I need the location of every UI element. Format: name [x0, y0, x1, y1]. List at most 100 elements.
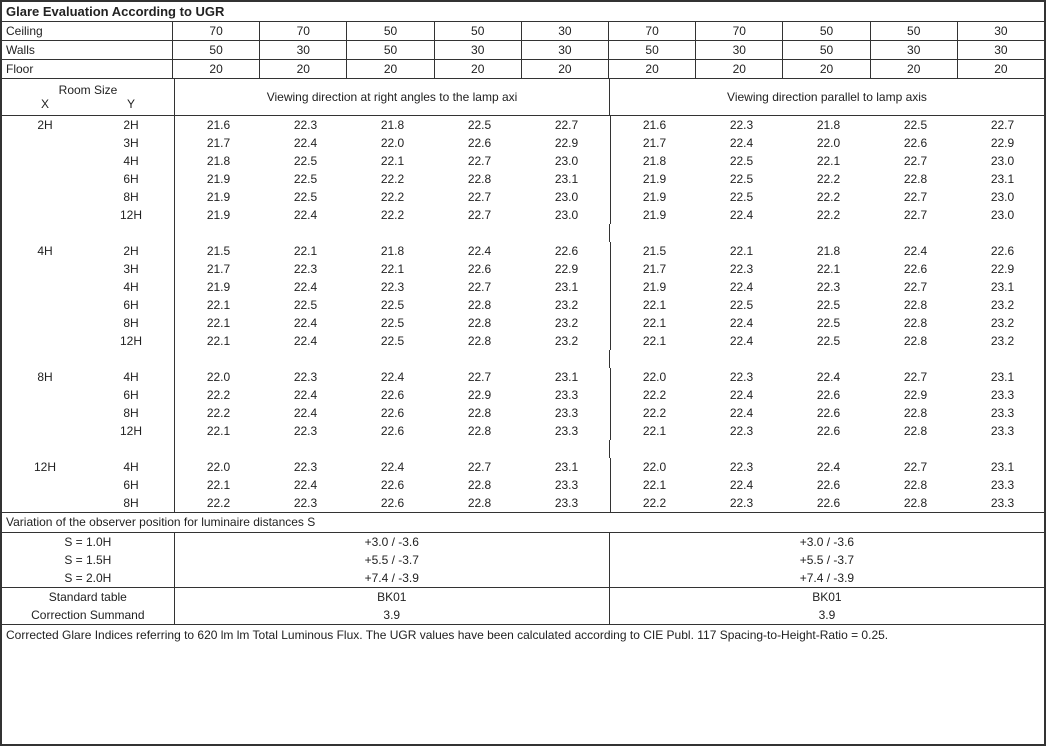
x-cell: [2, 314, 88, 332]
header-cell: 50: [783, 22, 870, 40]
x-cell: 4H: [2, 242, 88, 260]
header-cell: 50: [871, 22, 958, 40]
value-cell: 22.5: [785, 296, 872, 314]
header-cell: 20: [347, 60, 434, 78]
header-set: 5030503030: [609, 41, 1044, 59]
value-cell: 22.8: [872, 422, 959, 440]
value-cell: 22.7: [436, 206, 523, 224]
header-cell: 70: [260, 22, 347, 40]
value-cell: 22.5: [872, 116, 959, 134]
value-cell: 22.2: [611, 386, 698, 404]
value-half: [175, 350, 610, 368]
header-cell: 30: [522, 41, 608, 59]
data-row: 6H22.122.422.622.823.322.122.422.622.823…: [2, 476, 1044, 494]
value-half: 21.922.422.222.723.0: [611, 206, 1046, 224]
value-half: 22.122.422.622.823.3: [175, 476, 611, 494]
data-row: 12H21.922.422.222.723.021.922.422.222.72…: [2, 206, 1044, 224]
value-half: [610, 350, 1044, 368]
value-cell: 22.5: [262, 170, 349, 188]
xy-block: 8H: [2, 404, 175, 422]
y-cell: 6H: [88, 296, 174, 314]
value-cell: 22.3: [698, 422, 785, 440]
data-row: 6H22.222.422.622.923.322.222.422.622.923…: [2, 386, 1044, 404]
header-label: Walls: [2, 41, 173, 59]
header-cell: 20: [871, 60, 958, 78]
value-cell: 23.2: [523, 332, 610, 350]
value-cell: 21.9: [175, 188, 262, 206]
value-cell: 23.2: [959, 314, 1046, 332]
data-row: 4H21.922.422.322.723.121.922.422.322.723…: [2, 278, 1044, 296]
value-half: 22.022.322.422.723.1: [175, 368, 611, 386]
value-cell: 22.5: [698, 296, 785, 314]
value-half: 22.122.522.522.823.2: [611, 296, 1046, 314]
value-cell: 22.4: [785, 458, 872, 476]
value-cell: 22.3: [262, 458, 349, 476]
x-cell: [2, 386, 88, 404]
value-cell: 21.8: [349, 116, 436, 134]
value-half: 21.622.321.822.522.7: [175, 116, 611, 134]
value-cell: 22.9: [872, 386, 959, 404]
value-cell: 22.6: [349, 476, 436, 494]
value-cell: 22.5: [262, 188, 349, 206]
value-half: 22.122.422.622.823.3: [611, 476, 1046, 494]
value-cell: 22.4: [698, 332, 785, 350]
variation-heading: Variation of the observer position for l…: [2, 513, 1044, 533]
value-cell: 21.9: [611, 188, 698, 206]
header-label: Floor: [2, 60, 173, 78]
value-cell: 23.1: [959, 170, 1046, 188]
data-row: 12H22.122.422.522.823.222.122.422.522.82…: [2, 332, 1044, 350]
value-cell: 22.7: [436, 152, 523, 170]
xy-block: 3H: [2, 134, 175, 152]
value-cell: 22.7: [436, 188, 523, 206]
header-cell: 20: [522, 60, 608, 78]
value-half: [175, 224, 610, 242]
value-cell: 22.8: [872, 296, 959, 314]
value-cell: 22.5: [698, 152, 785, 170]
header-set: 2020202020: [609, 60, 1044, 78]
header-cell: 30: [696, 41, 783, 59]
value-half: 21.522.121.822.422.6: [175, 242, 611, 260]
value-cell: 22.8: [436, 314, 523, 332]
value-cell: 22.6: [349, 494, 436, 512]
value-half: 22.022.322.422.723.1: [611, 458, 1046, 476]
value-cell: 23.3: [523, 404, 610, 422]
value-cell: 23.3: [959, 422, 1046, 440]
y-cell: 8H: [88, 188, 174, 206]
value-cell: 22.4: [262, 314, 349, 332]
x-cell: [2, 188, 88, 206]
value-cell: 23.3: [959, 386, 1046, 404]
value-cell: 22.4: [698, 314, 785, 332]
value-cell: 22.4: [262, 476, 349, 494]
value-cell: 23.2: [959, 332, 1046, 350]
x-cell: 2H: [2, 116, 88, 134]
value-half: 21.622.321.822.522.7: [611, 116, 1046, 134]
data-row: 3H21.722.322.122.622.921.722.322.122.622…: [2, 260, 1044, 278]
table-title: Glare Evaluation According to UGR: [2, 2, 1044, 22]
value-cell: 23.1: [523, 368, 610, 386]
value-cell: 21.9: [611, 170, 698, 188]
data-row: 8H22.122.422.522.823.222.122.422.522.823…: [2, 314, 1044, 332]
value-cell: 22.1: [175, 314, 262, 332]
xy-block: 6H: [2, 170, 175, 188]
value-cell: 23.3: [523, 476, 610, 494]
standard-label: Standard table: [2, 588, 175, 606]
value-cell: 22.3: [698, 368, 785, 386]
viewing-direction-left: Viewing direction at right angles to the…: [175, 79, 610, 115]
value-cell: 22.8: [872, 170, 959, 188]
value-cell: 21.9: [611, 278, 698, 296]
value-cell: 22.7: [872, 458, 959, 476]
x-cell: [2, 404, 88, 422]
x-cell: 12H: [2, 458, 88, 476]
xy-block: 12H: [2, 206, 175, 224]
value-half: 21.922.522.222.823.1: [611, 170, 1046, 188]
xy-block: 8H: [2, 494, 175, 512]
y-cell: 2H: [88, 116, 174, 134]
header-cell: 30: [871, 41, 958, 59]
value-half: 22.222.422.622.823.3: [175, 404, 611, 422]
value-cell: 23.1: [959, 368, 1046, 386]
value-half: 21.722.422.022.622.9: [611, 134, 1046, 152]
value-cell: 22.6: [785, 494, 872, 512]
value-cell: 22.6: [959, 242, 1046, 260]
value-half: 21.922.522.222.823.1: [175, 170, 611, 188]
header-cell: 20: [958, 60, 1044, 78]
